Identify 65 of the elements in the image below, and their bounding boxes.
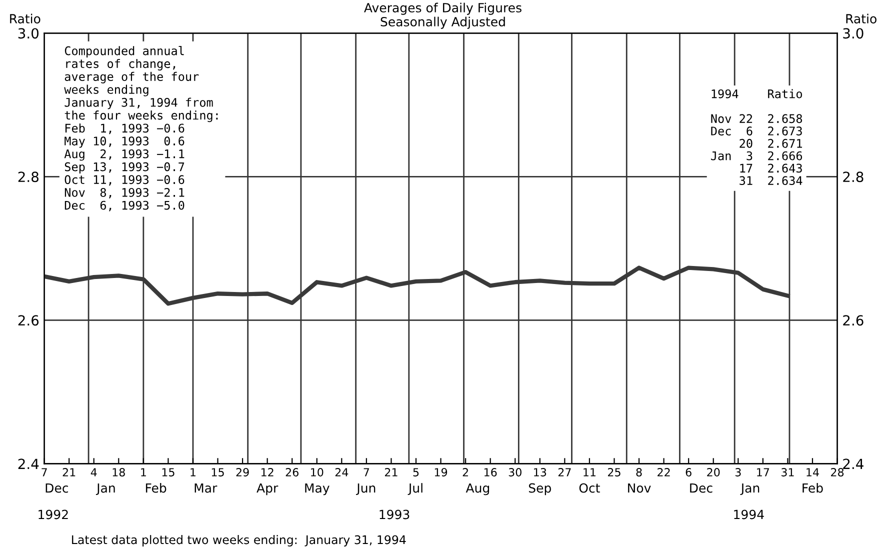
- x-tick-label: 10: [311, 468, 324, 476]
- x2-tick-label: Nov: [628, 483, 651, 493]
- x-tick-label: 20: [707, 468, 720, 476]
- x-tick-label: 8: [636, 468, 642, 476]
- x-tick-label: 22: [658, 468, 670, 476]
- x-tick-label: 24: [335, 468, 348, 476]
- x2-tick-label: Feb: [146, 483, 166, 493]
- x-tick-label: 7: [42, 468, 47, 476]
- x2-tick-label: Jul: [408, 483, 422, 496]
- y-axis-title: Ratio: [10, 14, 40, 24]
- x2-tick-label: Sep: [528, 483, 551, 496]
- y-tick-label: 2.8: [18, 172, 38, 182]
- x2-tick-label: Dec: [46, 483, 68, 493]
- x-tick-label: 30: [508, 468, 522, 476]
- text: Compounded annual rates of change, average of the four weeks ending January 31, 1994 from the four weeks ending: Feb 1, 1993 −0.6 May 10, 1993 0.6 Aug 2, 1993 −1.1 Sep 13, 1993 −0.7 Oct 11, 1993 −0.6 Nov 8, 1993 −2.1 Dec 6, 1993 −5.0: [64, 46, 218, 212]
- x-tick-label: 15: [162, 468, 174, 476]
- x-tick-label: 31: [781, 468, 794, 476]
- x-tick-label: 4: [90, 468, 97, 476]
- x-tick-label: 16: [484, 468, 497, 476]
- text: 1994 Ratio Nov 22 2.658 Dec 6 2.673 20 2.671 Jan 3 2.666 17 2.643 31 2.634: [711, 89, 802, 186]
- y2-axis-title: Ratio: [846, 14, 876, 24]
- y-tick-label: 2.4: [18, 458, 39, 469]
- x-tick-label: 21: [62, 468, 76, 476]
- x-tick-label: 27: [558, 468, 571, 476]
- x2-tick-label: Oct: [579, 483, 600, 493]
- x-tick-label: 1: [141, 468, 146, 476]
- x2-tick-label: Jun: [356, 483, 376, 496]
- x-tick-label: 12: [261, 468, 274, 476]
- y2-tick-label: 2.8: [843, 172, 864, 182]
- y2-tick-label: 2.6: [843, 315, 864, 326]
- y-tick-label: 3.0: [18, 28, 39, 39]
- x-tick-label: 21: [384, 468, 398, 476]
- x2-tick-label: Dec: [690, 483, 712, 493]
- x-tick-label: 11: [584, 468, 596, 476]
- x-tick-label: 13: [534, 468, 546, 476]
- x2-tick-label: Apr: [256, 483, 278, 496]
- text: 1992: [38, 510, 68, 520]
- x2-tick-label: May: [305, 483, 330, 496]
- x-tick-label: 25: [608, 468, 620, 476]
- x-tick-label: 19: [434, 468, 448, 476]
- x-tick-label: 1: [190, 468, 196, 476]
- x2-tick-label: Aug: [466, 483, 490, 496]
- y2-tick-label: 2.4: [843, 458, 864, 469]
- text: 1994: [734, 510, 764, 520]
- x-tick-label: 14: [806, 468, 819, 476]
- chart-title: Averages of Daily Figures Seasonally Adjusted: [364, 2, 522, 29]
- x-tick-label: 29: [236, 468, 249, 476]
- x2-tick-label: Jan: [96, 483, 115, 496]
- x-tick-label: 2: [462, 468, 468, 476]
- y-tick-label: 2.6: [18, 315, 39, 326]
- x2-tick-label: Mar: [194, 483, 218, 493]
- x-tick-label: 7: [364, 468, 370, 476]
- y2-tick-label: 3.0: [843, 28, 864, 39]
- x2-tick-label: Jan: [740, 483, 760, 496]
- x-tick-label: 26: [286, 468, 298, 476]
- x2-tick-label: Feb: [802, 483, 823, 493]
- x-tick-label: 18: [112, 468, 125, 476]
- x-tick-label: 6: [686, 468, 692, 476]
- x-tick-label: 5: [413, 468, 419, 476]
- x-tick-label: 28: [831, 468, 844, 476]
- x-tick-label: 15: [212, 468, 224, 476]
- text: 1993: [380, 510, 410, 520]
- x-tick-label: 3: [735, 468, 741, 476]
- text: Latest data plotted two weeks ending: January 31, 1994: [72, 535, 406, 546]
- x-tick-label: 17: [757, 468, 770, 476]
